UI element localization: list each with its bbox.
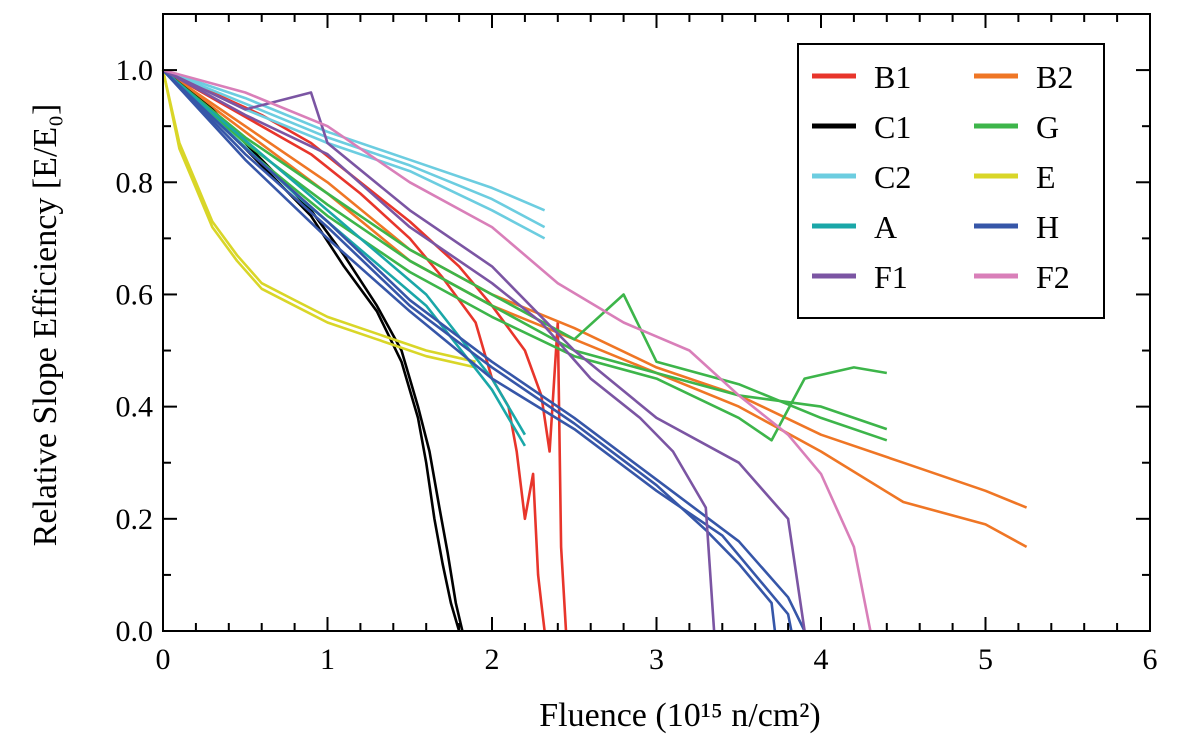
legend-box <box>797 43 1105 319</box>
x-axis-label: Fluence (10¹⁵ n/cm²) <box>539 697 821 734</box>
x-tick-label: 1 <box>320 643 335 676</box>
x-tick-label: 4 <box>814 643 829 676</box>
plot-area <box>161 68 1028 632</box>
series-line-c2 <box>162 68 546 212</box>
x-tick-label: 3 <box>649 643 664 676</box>
series-line-f1 <box>162 68 716 632</box>
series-line-f1 <box>162 68 806 632</box>
series-line-h <box>162 69 806 632</box>
series-line-f2 <box>162 68 872 632</box>
legend-label-e: E <box>1036 159 1056 195</box>
legend: B1 B2 C1 G C2 E A H F1 F2 <box>797 43 1105 319</box>
legend-label-f1: F1 <box>874 259 908 295</box>
series-line-h <box>162 69 777 632</box>
y-tick-label: 0.6 <box>116 278 154 311</box>
series-line-h <box>162 69 793 632</box>
series-line-e <box>161 69 476 364</box>
x-tick-label: 0 <box>156 643 171 676</box>
series-line-c2 <box>162 68 546 229</box>
y-tick-label: 0.2 <box>116 503 154 536</box>
legend-label-f2: F2 <box>1036 259 1070 295</box>
series-line-c1 <box>162 69 461 632</box>
legend-label-a: A <box>874 209 897 245</box>
series-line-c1 <box>162 69 464 632</box>
y-tick-label: 0.0 <box>116 615 154 648</box>
legend-label-b2: B2 <box>1036 59 1073 95</box>
series-line-b1 <box>162 68 546 632</box>
series-line-g <box>162 69 888 431</box>
x-tick-label: 2 <box>485 643 500 676</box>
series-line-g <box>162 69 888 442</box>
y-tick-label: 0.8 <box>116 166 154 199</box>
legend-label-b1: B1 <box>874 59 911 95</box>
y-tick-label: 1.0 <box>116 54 154 87</box>
series-line-e <box>161 69 476 369</box>
series-line-b2 <box>162 69 1028 509</box>
y-tick-label: 0.4 <box>116 391 154 424</box>
y-axis-label: Relative Slope Efficiency [E/E₀] <box>27 104 64 547</box>
x-tick-label: 5 <box>978 643 993 676</box>
axis-ticks: 0 1 2 3 4 5 6 0.0 0.2 0.4 0.6 0.8 1.0 <box>116 13 1158 676</box>
legend-label-h: H <box>1036 209 1059 245</box>
x-tick-label: 6 <box>1143 643 1158 676</box>
legend-label-c2: C2 <box>874 159 911 195</box>
series-line-g <box>162 69 888 442</box>
series-line-b1 <box>162 68 568 632</box>
legend-label-c1: C1 <box>874 109 911 145</box>
legend-label-g: G <box>1036 109 1059 145</box>
